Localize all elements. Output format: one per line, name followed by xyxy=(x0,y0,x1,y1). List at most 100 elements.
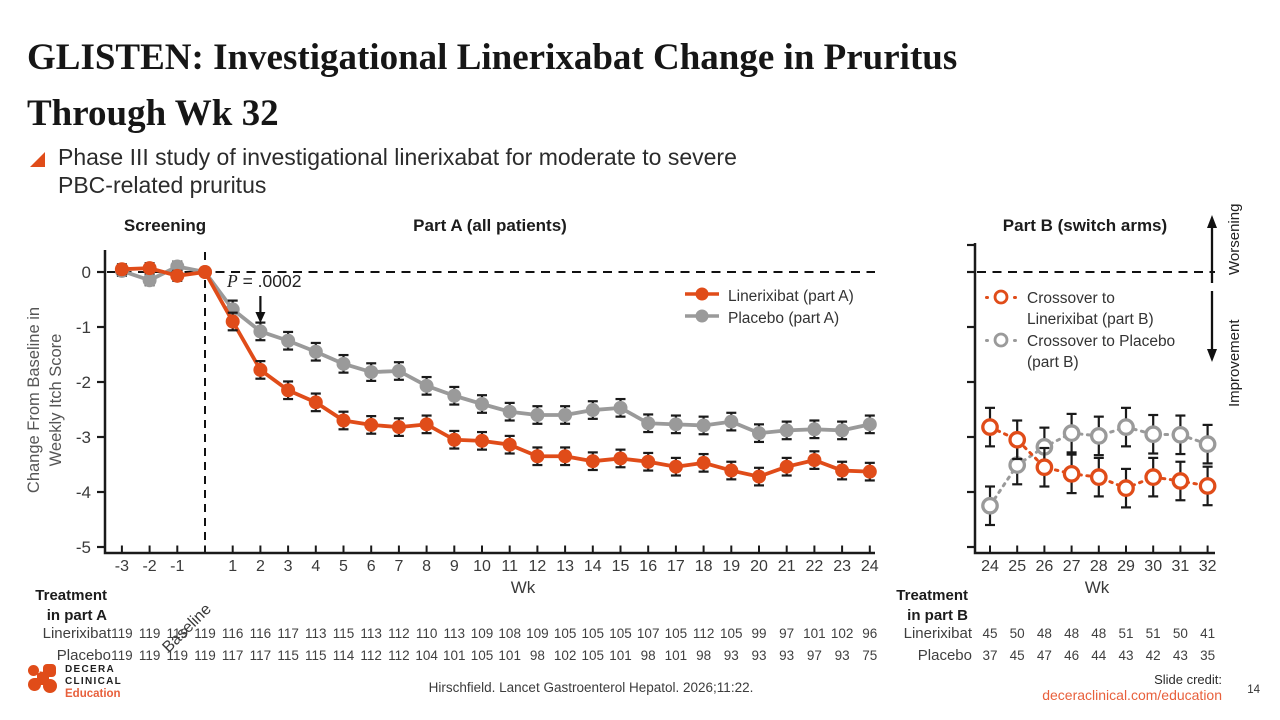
x-tick-label: 16 xyxy=(639,558,657,575)
span-decor xyxy=(28,665,39,676)
table-cell: 113 xyxy=(360,626,382,641)
data-point-linerixibat-part-a- xyxy=(502,437,517,452)
p-value-prefix: P xyxy=(227,271,238,291)
table-cell: 99 xyxy=(751,626,766,641)
data-point-crossover-to-linerixibat-part-b- xyxy=(1089,468,1108,486)
x-tick-label: 10 xyxy=(473,558,491,575)
table-cell: 117 xyxy=(277,626,299,641)
citation: Hirschfield. Lancet Gastroenterol Hepato… xyxy=(428,680,754,695)
table-cell: 46 xyxy=(1064,648,1079,663)
worsening-label: Worsening xyxy=(1226,203,1243,275)
table-cell: 41 xyxy=(1200,626,1215,641)
data-point-placebo-part-a- xyxy=(391,364,406,378)
legend-label-linerixibat: Linerixibat (part A) xyxy=(728,288,854,305)
y-tick-label: 0 xyxy=(82,263,91,282)
table-cell: 105 xyxy=(582,648,605,663)
data-point-placebo-part-a- xyxy=(641,416,656,431)
data-point-linerixibat-part-a- xyxy=(585,454,600,469)
data-point-linerixibat-part-a- xyxy=(807,453,822,468)
table-cell: 105 xyxy=(720,626,743,641)
table-cell: 109 xyxy=(526,626,549,641)
p-value-arrowhead xyxy=(255,312,266,323)
x-tick-label: 26 xyxy=(1036,558,1054,575)
data-point-placebo-part-a- xyxy=(668,417,683,432)
circle-decor xyxy=(695,309,709,323)
page-title-line1: GLISTEN: Investigational Linerixabat Cha… xyxy=(27,37,958,78)
x-tick-label: 21 xyxy=(778,558,796,575)
table-cell: 48 xyxy=(1064,626,1079,641)
circle-decor xyxy=(993,289,1009,305)
data-point-placebo-part-a- xyxy=(447,388,462,403)
data-point-placebo-part-a- xyxy=(613,400,628,415)
data-point-linerixibat-part-a- xyxy=(558,449,573,464)
part-b-axes xyxy=(973,243,1215,555)
data-point-placebo-part-a- xyxy=(558,408,573,422)
circle-decor xyxy=(695,287,709,301)
data-point-linerixibat-part-a- xyxy=(752,469,766,484)
x-tick-label: -2 xyxy=(142,558,156,575)
table-cell: 115 xyxy=(333,626,355,641)
y-tick-label: -2 xyxy=(76,373,91,392)
data-point-linerixibat-part-a- xyxy=(613,451,628,466)
table-cell: 93 xyxy=(779,648,794,663)
data-point-placebo-part-a- xyxy=(696,418,711,433)
table-title-line1: Treatment xyxy=(35,587,107,604)
data-point-placebo-part-a- xyxy=(364,365,379,380)
slide-credit-link[interactable]: deceraclinical.com/education xyxy=(1042,687,1222,703)
table-cell: 119 xyxy=(167,648,189,663)
table-cell: 93 xyxy=(751,648,766,663)
table-cell: 44 xyxy=(1091,648,1107,663)
data-point-crossover-to-placebo-part-b- xyxy=(981,496,999,515)
table-cell: 104 xyxy=(415,648,438,663)
x-tick-label: 14 xyxy=(584,558,602,575)
data-point-crossover-to-placebo-part-b- xyxy=(1171,425,1190,444)
data-point-crossover-to-linerixibat-part-b- xyxy=(1144,468,1163,486)
decera-logo-text: DECERA CLINICAL Education xyxy=(65,664,122,701)
y-tick-label: -4 xyxy=(76,483,91,502)
table-cell: 35 xyxy=(1200,648,1215,663)
table-cell: 119 xyxy=(111,648,133,663)
table-row-label: Linerixibat xyxy=(904,625,973,642)
x-tick-label: 29 xyxy=(1117,558,1135,575)
legend-part-b: Crossover to Linerixibat (part B) Crosso… xyxy=(985,288,1187,374)
x-tick-label: 1 xyxy=(228,558,237,575)
x-tick-label: 7 xyxy=(394,558,403,575)
table-cell: 37 xyxy=(982,648,997,663)
table-cell: 101 xyxy=(609,648,632,663)
table-title-line2: in part A xyxy=(47,607,107,624)
x-tick-label: 28 xyxy=(1090,558,1108,575)
table-cell: 101 xyxy=(498,648,521,663)
table-cell: 119 xyxy=(139,626,161,641)
x-tick-label: 30 xyxy=(1144,558,1162,575)
legend-marker-placebo-icon xyxy=(685,309,719,323)
legend-item-linerixibat: Linerixibat (part A) xyxy=(684,286,854,307)
table-cell: 50 xyxy=(1173,626,1188,641)
legend-item-crossover-placebo: Crossover to Placebo (part B) xyxy=(985,331,1187,373)
section-label-screening: Screening xyxy=(123,216,207,235)
data-point-linerixibat-part-a- xyxy=(391,420,406,435)
data-point-linerixibat-part-a- xyxy=(170,268,185,283)
section-label-part-b: Part B (switch arms) xyxy=(1002,216,1168,235)
x-tick-label: 2 xyxy=(256,558,265,575)
data-point-linerixibat-part-a- xyxy=(336,413,351,428)
table-cell: 119 xyxy=(139,648,161,663)
bullet-point: Phase III study of investigational liner… xyxy=(30,143,737,199)
table-cell: 119 xyxy=(194,626,216,641)
data-point-placebo-part-a- xyxy=(835,423,850,438)
x-axis-title: Wk xyxy=(511,578,536,597)
y-tick-label: -5 xyxy=(76,538,91,557)
table-cell: 48 xyxy=(1037,626,1052,641)
table-cell: 105 xyxy=(582,626,605,641)
x-tick-label: 15 xyxy=(612,558,630,575)
table-cell: 101 xyxy=(665,648,688,663)
data-point-linerixibat-part-a- xyxy=(668,459,683,474)
x-tick-label: 24 xyxy=(981,558,999,575)
table-cell: 112 xyxy=(360,648,382,663)
legend-label-crossover-placebo: Crossover to Placebo (part B) xyxy=(1027,333,1176,371)
data-point-crossover-to-placebo-part-b- xyxy=(1144,425,1163,444)
data-point-linerixibat-part-a- xyxy=(142,261,157,276)
table-cell: 119 xyxy=(167,626,189,641)
data-point-linerixibat-part-a- xyxy=(253,362,268,377)
legend-item-placebo: Placebo (part A) xyxy=(684,308,854,329)
legend-part-a: Linerixibat (part A) Placebo (part A) xyxy=(684,286,854,330)
